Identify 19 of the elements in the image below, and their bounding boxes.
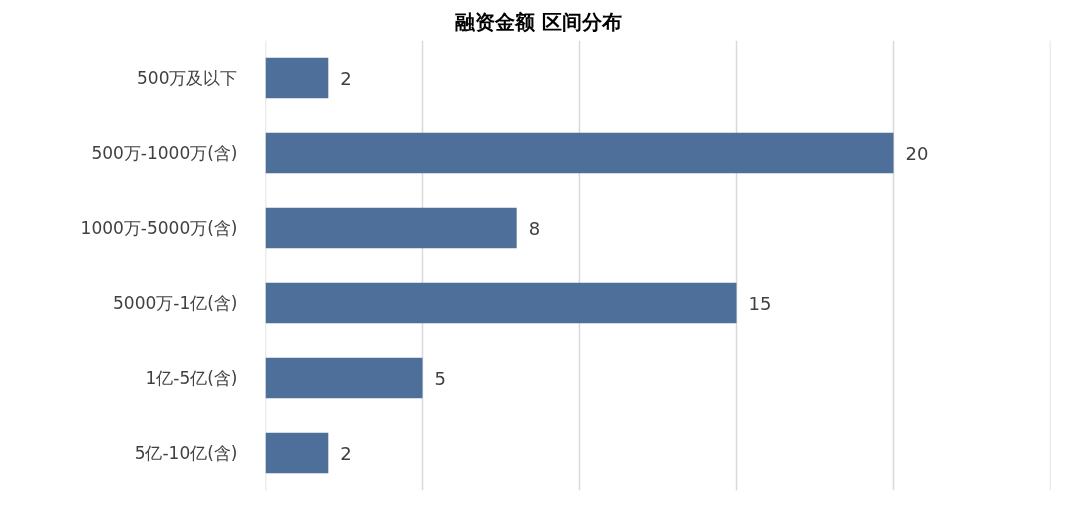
y-tick-label: 5亿-10亿(含) (134, 443, 238, 463)
bar (265, 432, 329, 474)
bar (265, 357, 423, 399)
y-tick-label: 500万-1000万(含) (91, 143, 238, 163)
y-tick-label: 500万及以下 (137, 68, 238, 88)
y-tick-label: 5000万-1亿(含) (113, 293, 238, 313)
bar (265, 132, 894, 174)
y-tick-label: 1亿-5亿(含) (145, 368, 238, 388)
data-label: 20 (905, 142, 929, 164)
data-label: 8 (528, 217, 541, 239)
data-label: 15 (748, 292, 772, 314)
bar (265, 282, 737, 324)
data-label: 5 (434, 367, 446, 389)
bar (265, 57, 329, 99)
data-label: 2 (340, 442, 352, 464)
bar (265, 207, 517, 249)
data-label: 2 (340, 67, 352, 89)
chart-title: 融资金额 区间分布 (455, 9, 622, 34)
y-tick-label: 1000万-5000万(含) (80, 218, 238, 238)
